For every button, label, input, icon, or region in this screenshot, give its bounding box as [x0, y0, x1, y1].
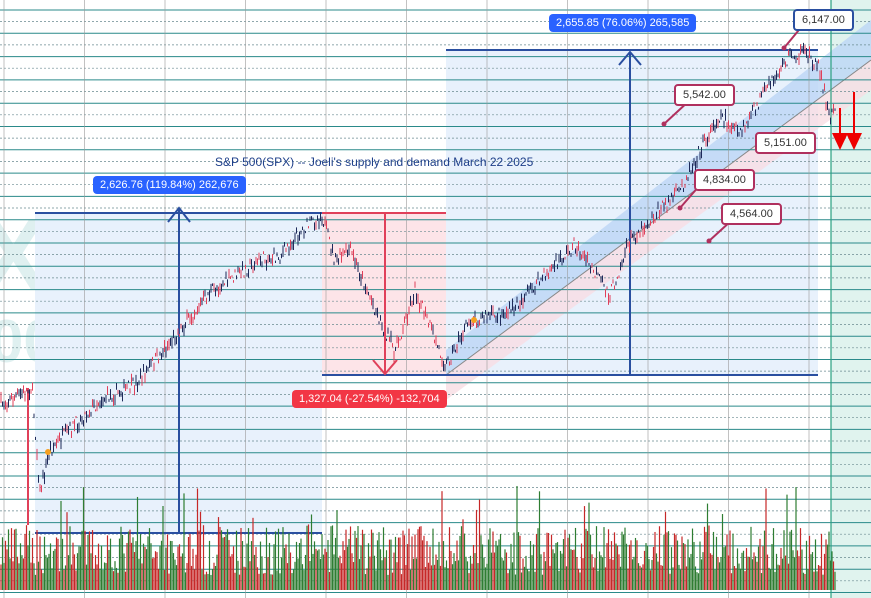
level-label-6147[interactable]: 6,147.00: [793, 9, 854, 31]
callout-dot: [661, 121, 667, 127]
callout-dot: [677, 205, 683, 211]
rally-1-measure-label: 2,626.76 (119.84%) 262,676: [93, 176, 246, 194]
chart-title: S&P 500(SPX) -- Joeli's supply and deman…: [215, 155, 534, 169]
callout-dot: [781, 45, 787, 51]
level-label-5151[interactable]: 5,151.00: [755, 132, 816, 154]
decline-measure-label: 1,327.04 (-27.54%) -132,704: [292, 390, 447, 408]
level-label-4834[interactable]: 4,834.00: [694, 169, 755, 191]
event-marker: [471, 317, 477, 323]
event-marker: [45, 449, 51, 455]
arrow-down-icon: [832, 133, 848, 150]
arrow-up-icon: [167, 206, 191, 223]
level-label-4564[interactable]: 4,564.00: [721, 203, 782, 225]
arrow-down-icon: [846, 133, 862, 150]
level-label-5542[interactable]: 5,542.00: [674, 84, 735, 106]
callout-dot: [706, 238, 712, 244]
rally-2-measure-label: 2,655.85 (76.06%) 265,585: [549, 14, 697, 32]
upper-channel-band: [446, 20, 871, 375]
arrow-down-icon: [372, 359, 398, 376]
arrow-up-icon: [618, 50, 642, 66]
channel-midline: [445, 59, 871, 376]
